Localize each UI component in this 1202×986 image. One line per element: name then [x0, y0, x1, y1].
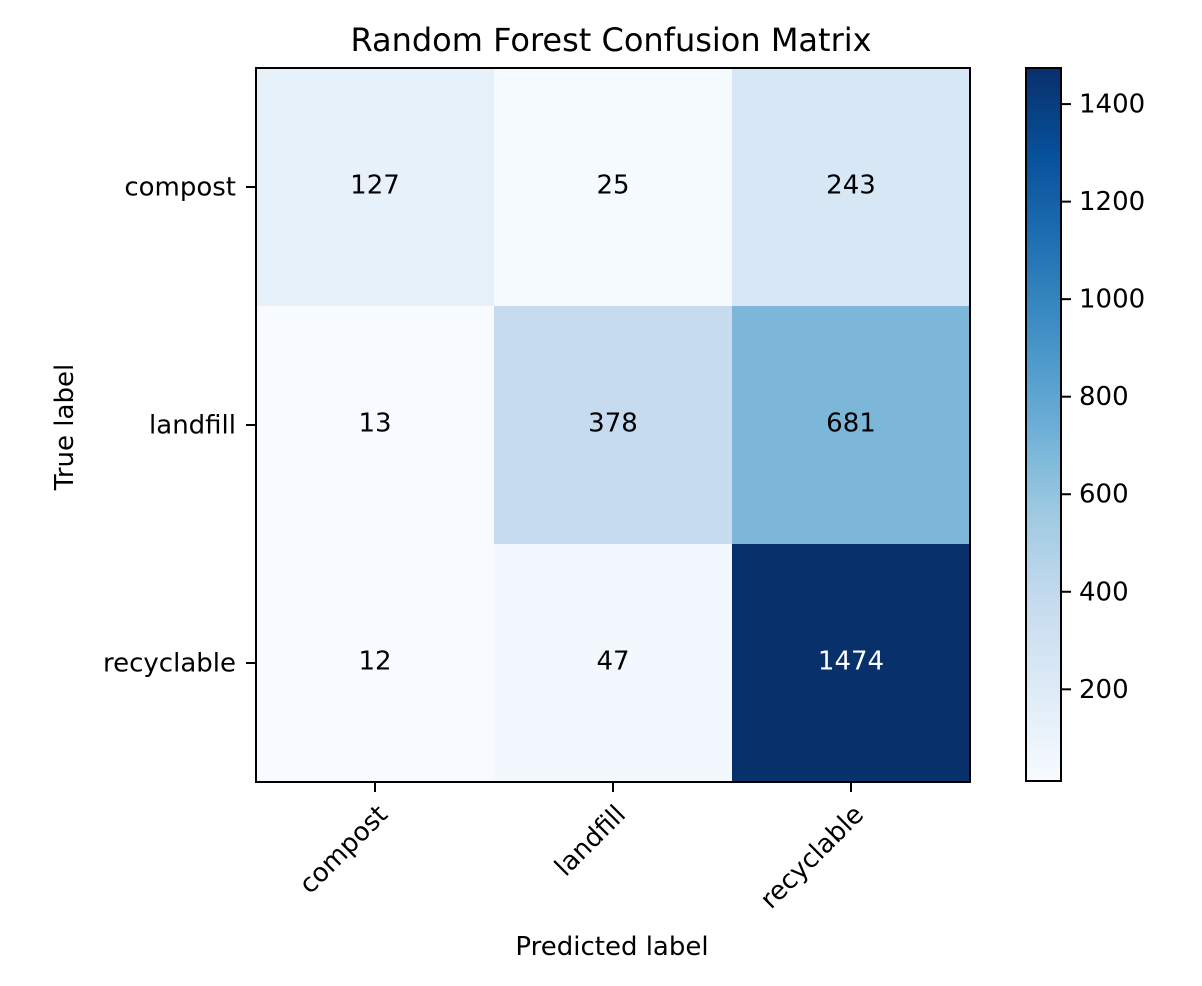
heatmap-cells: 127 25 243 13 378 681 12 47 1474	[256, 68, 971, 783]
heatmap-cell	[256, 544, 495, 783]
heatmap-cell	[732, 544, 971, 783]
colorbar-tick-label: 400	[1079, 577, 1129, 607]
y-tick-label: landfill	[149, 411, 236, 441]
y-tick-label: compost	[124, 173, 236, 203]
cell-value-label: 243	[826, 171, 876, 201]
cell-value-label: 681	[826, 409, 876, 439]
cell-value-label: 378	[588, 409, 638, 439]
cell-value-label: 127	[350, 171, 400, 201]
cell-value-label: 47	[596, 647, 629, 677]
colorbar-ticks: 200 400 600 800 1000 1200 1400	[1061, 90, 1145, 705]
y-axis-label: True label	[50, 364, 80, 491]
colorbar	[1025, 67, 1062, 782]
heatmap-cell	[256, 68, 495, 307]
chart-title: Random Forest Confusion Matrix	[350, 21, 871, 59]
cell-value-label: 25	[596, 171, 629, 201]
y-tick-label: recyclable	[103, 649, 236, 679]
x-tick-label: compost	[294, 800, 394, 900]
colorbar-tick-label: 1400	[1079, 90, 1145, 120]
cell-value-label: 12	[358, 647, 391, 677]
y-axis-ticks: compost landfill recyclable	[103, 173, 256, 679]
colorbar-tick-label: 200	[1079, 675, 1129, 705]
colorbar-tick-label: 1200	[1079, 187, 1145, 217]
cell-value-label: 13	[358, 409, 391, 439]
x-axis-ticks: compost landfill recyclable	[294, 782, 870, 915]
x-tick-label: landfill	[549, 800, 632, 883]
x-axis-label: Predicted label	[515, 932, 708, 962]
heatmap-cell	[732, 68, 971, 307]
colorbar-tick-label: 800	[1079, 382, 1129, 412]
heatmap-cell	[494, 68, 733, 307]
cell-value-label: 1474	[818, 647, 884, 677]
heatmap-cell	[256, 306, 495, 545]
heatmap-cell	[732, 306, 971, 545]
colorbar-tick-label: 600	[1079, 480, 1129, 510]
colorbar-tick-label: 1000	[1079, 285, 1145, 315]
x-tick-label: recyclable	[755, 800, 870, 915]
heatmap-cell	[494, 544, 733, 783]
heatmap-cell	[494, 306, 733, 545]
